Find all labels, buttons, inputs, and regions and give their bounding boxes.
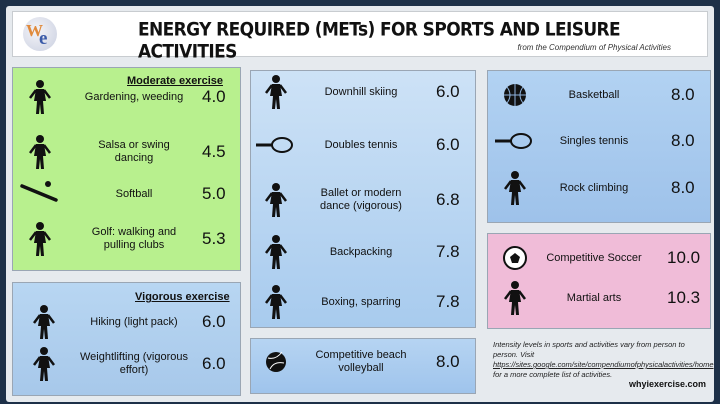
tennis-racket-icon — [256, 125, 296, 165]
martial-artist-icon — [495, 278, 535, 318]
hiker-icon — [24, 302, 64, 342]
activity-label: Boxing, sparring — [321, 295, 401, 308]
met-value: 10.0 — [667, 248, 701, 267]
subtitle: from the Compendium of Physical Activiti… — [517, 43, 671, 52]
activity-label: Basketball — [568, 88, 620, 101]
skier-icon — [256, 72, 296, 112]
compendium-link[interactable]: https://sites.google.com/site/compendium… — [493, 360, 714, 369]
activity-label: Salsa or swing dancing — [98, 139, 170, 164]
vigorous-title: Vigorous exercise — [135, 291, 230, 303]
activity-label: Gardening, weeding — [84, 90, 184, 103]
site-credit: whyiexercise.com — [628, 379, 706, 389]
volleyball-icon — [256, 342, 296, 382]
activity-label: Golf: walking and pulling clubs — [91, 226, 177, 251]
basketball-icon — [495, 75, 535, 115]
met-value: 6.0 — [436, 82, 460, 101]
met-value: 7.8 — [436, 242, 460, 261]
met-value: 4.0 — [202, 87, 226, 106]
tennis-racket-icon — [495, 121, 535, 161]
met-value: 5.0 — [202, 184, 226, 203]
activity-label: Hiking (light pack) — [90, 315, 178, 328]
activity-label: Backpacking — [329, 245, 393, 258]
activity-label: Weightlifting (vigorous effort) — [79, 351, 188, 376]
activity-label: Doubles tennis — [324, 138, 398, 151]
met-value: 8.0 — [436, 352, 460, 371]
met-value: 6.0 — [202, 354, 226, 373]
moderate-title: Moderate exercise — [127, 75, 223, 87]
activity-label: Competitive Soccer — [546, 251, 642, 264]
boxer-icon — [256, 282, 296, 322]
met-value: 10.3 — [667, 288, 701, 307]
activity-label: Singles tennis — [559, 134, 629, 147]
soccer-ball-icon — [495, 238, 535, 278]
activity-label: Ballet or modern dance (vigorous) — [320, 187, 402, 212]
page-title: ENERGY REQUIRED (METs) FOR SPORTS AND LE… — [138, 19, 621, 63]
activity-label: Softball — [115, 187, 153, 200]
dancers-icon — [20, 132, 60, 172]
met-value: 8.0 — [671, 178, 695, 197]
climber-icon — [495, 168, 535, 208]
volleyball-panel — [250, 338, 476, 394]
middle-panel — [250, 70, 476, 328]
met-value: 5.3 — [202, 229, 226, 248]
met-value: 6.8 — [436, 190, 460, 209]
met-value: 8.0 — [671, 85, 695, 104]
pink-panel — [487, 233, 711, 329]
gardener-icon — [20, 77, 60, 117]
footnote: Intensity levels in sports and activitie… — [493, 340, 714, 379]
moderate-exercise-panel — [12, 67, 241, 271]
met-value: 4.5 — [202, 142, 226, 161]
activity-label: Martial arts — [566, 291, 622, 304]
ballet-dancer-icon — [256, 180, 296, 220]
bat-ball-icon — [20, 174, 60, 214]
weightlifter-icon — [24, 344, 64, 384]
activity-label: Competitive beach volleyball — [315, 349, 407, 374]
met-value: 8.0 — [671, 131, 695, 150]
vigorous-exercise-panel — [12, 282, 241, 396]
activity-label: Downhill skiing — [324, 85, 398, 98]
golfer-icon — [20, 219, 60, 259]
met-value: 7.8 — [436, 292, 460, 311]
met-value: 6.0 — [436, 135, 460, 154]
activity-label: Rock climbing — [559, 181, 629, 194]
backpacker-icon — [256, 232, 296, 272]
met-value: 6.0 — [202, 312, 226, 331]
